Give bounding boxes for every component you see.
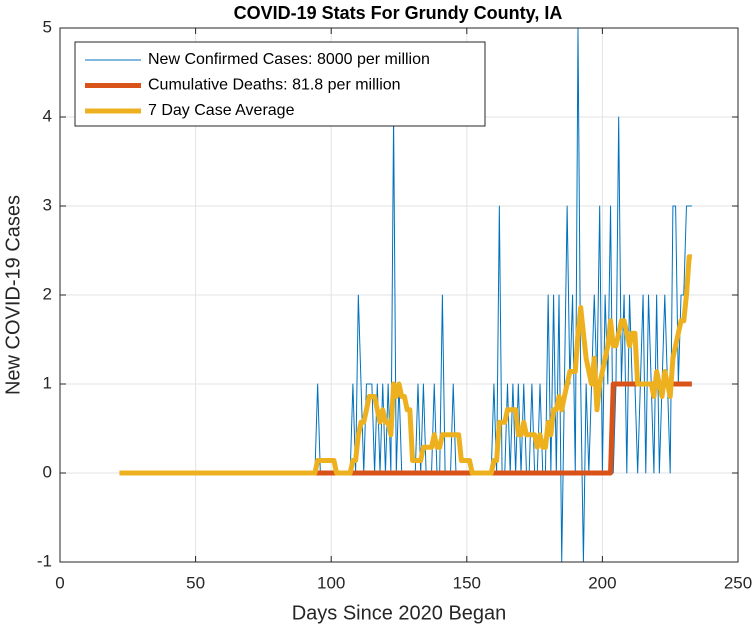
y-tick-label: 4	[43, 106, 52, 125]
legend-label: 7 Day Case Average	[148, 102, 295, 119]
x-axis-label: Days Since 2020 Began	[292, 602, 507, 624]
legend-label: New Confirmed Cases: 8000 per million	[148, 51, 430, 68]
y-tick-label: 3	[43, 195, 52, 214]
y-axis-label: New COVID-19 Cases	[2, 195, 24, 395]
legend-box	[74, 41, 486, 127]
y-tick-label: -1	[37, 551, 52, 570]
x-tick-label: 0	[55, 573, 64, 592]
legend: New Confirmed Cases: 8000 per million Cum…	[74, 41, 486, 127]
x-tick-label: 50	[186, 573, 205, 592]
x-tick-label: 200	[588, 573, 616, 592]
y-tick-label: 0	[43, 462, 52, 481]
y-tick-label: 2	[43, 284, 52, 303]
x-tick-label: 250	[724, 573, 752, 592]
y-tick-label: 5	[43, 17, 52, 36]
legend-label: Cumulative Deaths: 81.8 per million	[148, 77, 401, 94]
x-tick-label: 100	[317, 573, 345, 592]
y-tick-label: 1	[43, 373, 52, 392]
x-tick-label: 150	[453, 573, 481, 592]
chart-title: COVID-19 Stats For Grundy County, IA	[234, 3, 563, 23]
data-line	[119, 254, 692, 476]
